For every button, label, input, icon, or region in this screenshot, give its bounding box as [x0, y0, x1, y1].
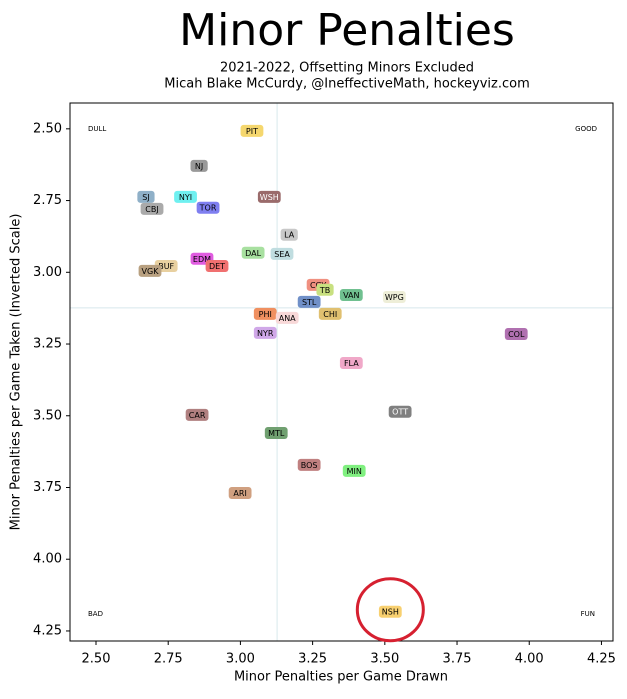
team-marker	[264, 426, 288, 439]
team-label: OTT	[392, 408, 408, 417]
y-tick-label: 3.75	[33, 480, 62, 495]
team-label: BOS	[301, 461, 318, 470]
team-marker	[185, 408, 209, 421]
team-marker	[318, 307, 342, 320]
team-marker	[257, 190, 281, 203]
team-marker	[240, 124, 264, 137]
team-label: CBJ	[145, 205, 158, 214]
team-label: WPG	[385, 293, 404, 302]
team-label: CHI	[323, 310, 337, 319]
team-marker	[316, 283, 334, 296]
team-label: NYR	[257, 329, 274, 338]
chart-credit: Micah Blake McCurdy, @IneffectiveMath, h…	[164, 77, 530, 92]
team-marker	[339, 288, 363, 301]
team-marker	[378, 605, 402, 618]
team-label: LA	[284, 231, 295, 240]
x-tick-label: 3.00	[226, 652, 255, 667]
team-label: WSH	[260, 193, 279, 202]
team-marker	[140, 202, 164, 215]
team-label: SJ	[142, 193, 149, 202]
team-marker	[339, 356, 363, 369]
team-marker	[297, 295, 321, 308]
team-marker	[174, 190, 197, 203]
team-label: TOR	[199, 204, 217, 213]
team-label: ANA	[279, 314, 296, 323]
team-label: VAN	[343, 291, 359, 300]
corner-label: DULL	[88, 125, 106, 133]
team-marker	[228, 486, 252, 499]
y-tick-label: 3.25	[33, 337, 62, 352]
team-label: NJ	[195, 162, 203, 171]
team-marker	[504, 327, 528, 340]
team-marker	[137, 190, 155, 203]
x-tick-label: 2.75	[154, 652, 183, 667]
team-marker	[342, 464, 366, 477]
team-label: STL	[302, 298, 317, 307]
corner-label: FUN	[581, 610, 595, 618]
chart-title: Minor Penalties	[179, 5, 515, 56]
team-marker	[388, 405, 412, 418]
team-label: VGK	[142, 267, 160, 276]
team-marker	[253, 326, 277, 339]
corner-label: GOOD	[575, 125, 597, 133]
y-tick-label: 3.00	[33, 265, 62, 280]
chart-subtitle: 2021-2022, Offsetting Minors Excluded	[220, 61, 474, 76]
corner-label: BAD	[88, 610, 103, 618]
y-tick-label: 4.25	[33, 623, 62, 638]
team-marker	[138, 264, 162, 277]
team-marker	[205, 259, 229, 272]
y-tick-label: 2.75	[33, 193, 62, 208]
team-label: PHI	[259, 310, 272, 319]
x-tick-label: 3.75	[443, 652, 472, 667]
team-marker	[297, 458, 321, 471]
y-tick-label: 3.50	[33, 408, 62, 423]
team-marker	[196, 201, 220, 214]
team-marker	[241, 246, 265, 259]
team-label: NSH	[382, 608, 399, 617]
team-label: EDM	[193, 255, 211, 264]
team-label: MIN	[347, 467, 362, 476]
team-marker	[190, 159, 208, 172]
team-label: DET	[209, 262, 225, 271]
team-marker	[382, 290, 406, 303]
team-label: CAR	[189, 411, 206, 420]
x-tick-label: 4.00	[515, 652, 544, 667]
y-tick-label: 2.50	[33, 121, 62, 136]
x-tick-label: 3.50	[370, 652, 399, 667]
team-label: SEA	[274, 250, 290, 259]
highlight-circle	[355, 577, 425, 643]
x-axis-label: Minor Penalties per Game Drawn	[234, 670, 448, 685]
team-label: BUF	[158, 262, 174, 271]
team-label: MTL	[268, 429, 285, 438]
plot-frame	[69, 102, 614, 642]
team-marker	[275, 311, 299, 324]
x-tick-label: 3.25	[298, 652, 327, 667]
team-label: TB	[319, 286, 330, 295]
y-axis-label: Minor Penalties per Game Taken (Inverted…	[9, 214, 24, 531]
team-marker	[253, 307, 277, 320]
team-label: NYI	[179, 193, 192, 202]
x-tick-label: 4.25	[587, 652, 616, 667]
y-tick-label: 4.00	[33, 552, 62, 567]
team-marker	[280, 228, 298, 241]
team-label: PIT	[246, 127, 258, 136]
team-label: FLA	[344, 359, 359, 368]
team-label: DAL	[245, 249, 261, 258]
team-label: COL	[508, 330, 525, 339]
team-marker	[270, 247, 294, 260]
x-tick-label: 2.50	[82, 652, 111, 667]
team-label: ARI	[233, 489, 246, 498]
